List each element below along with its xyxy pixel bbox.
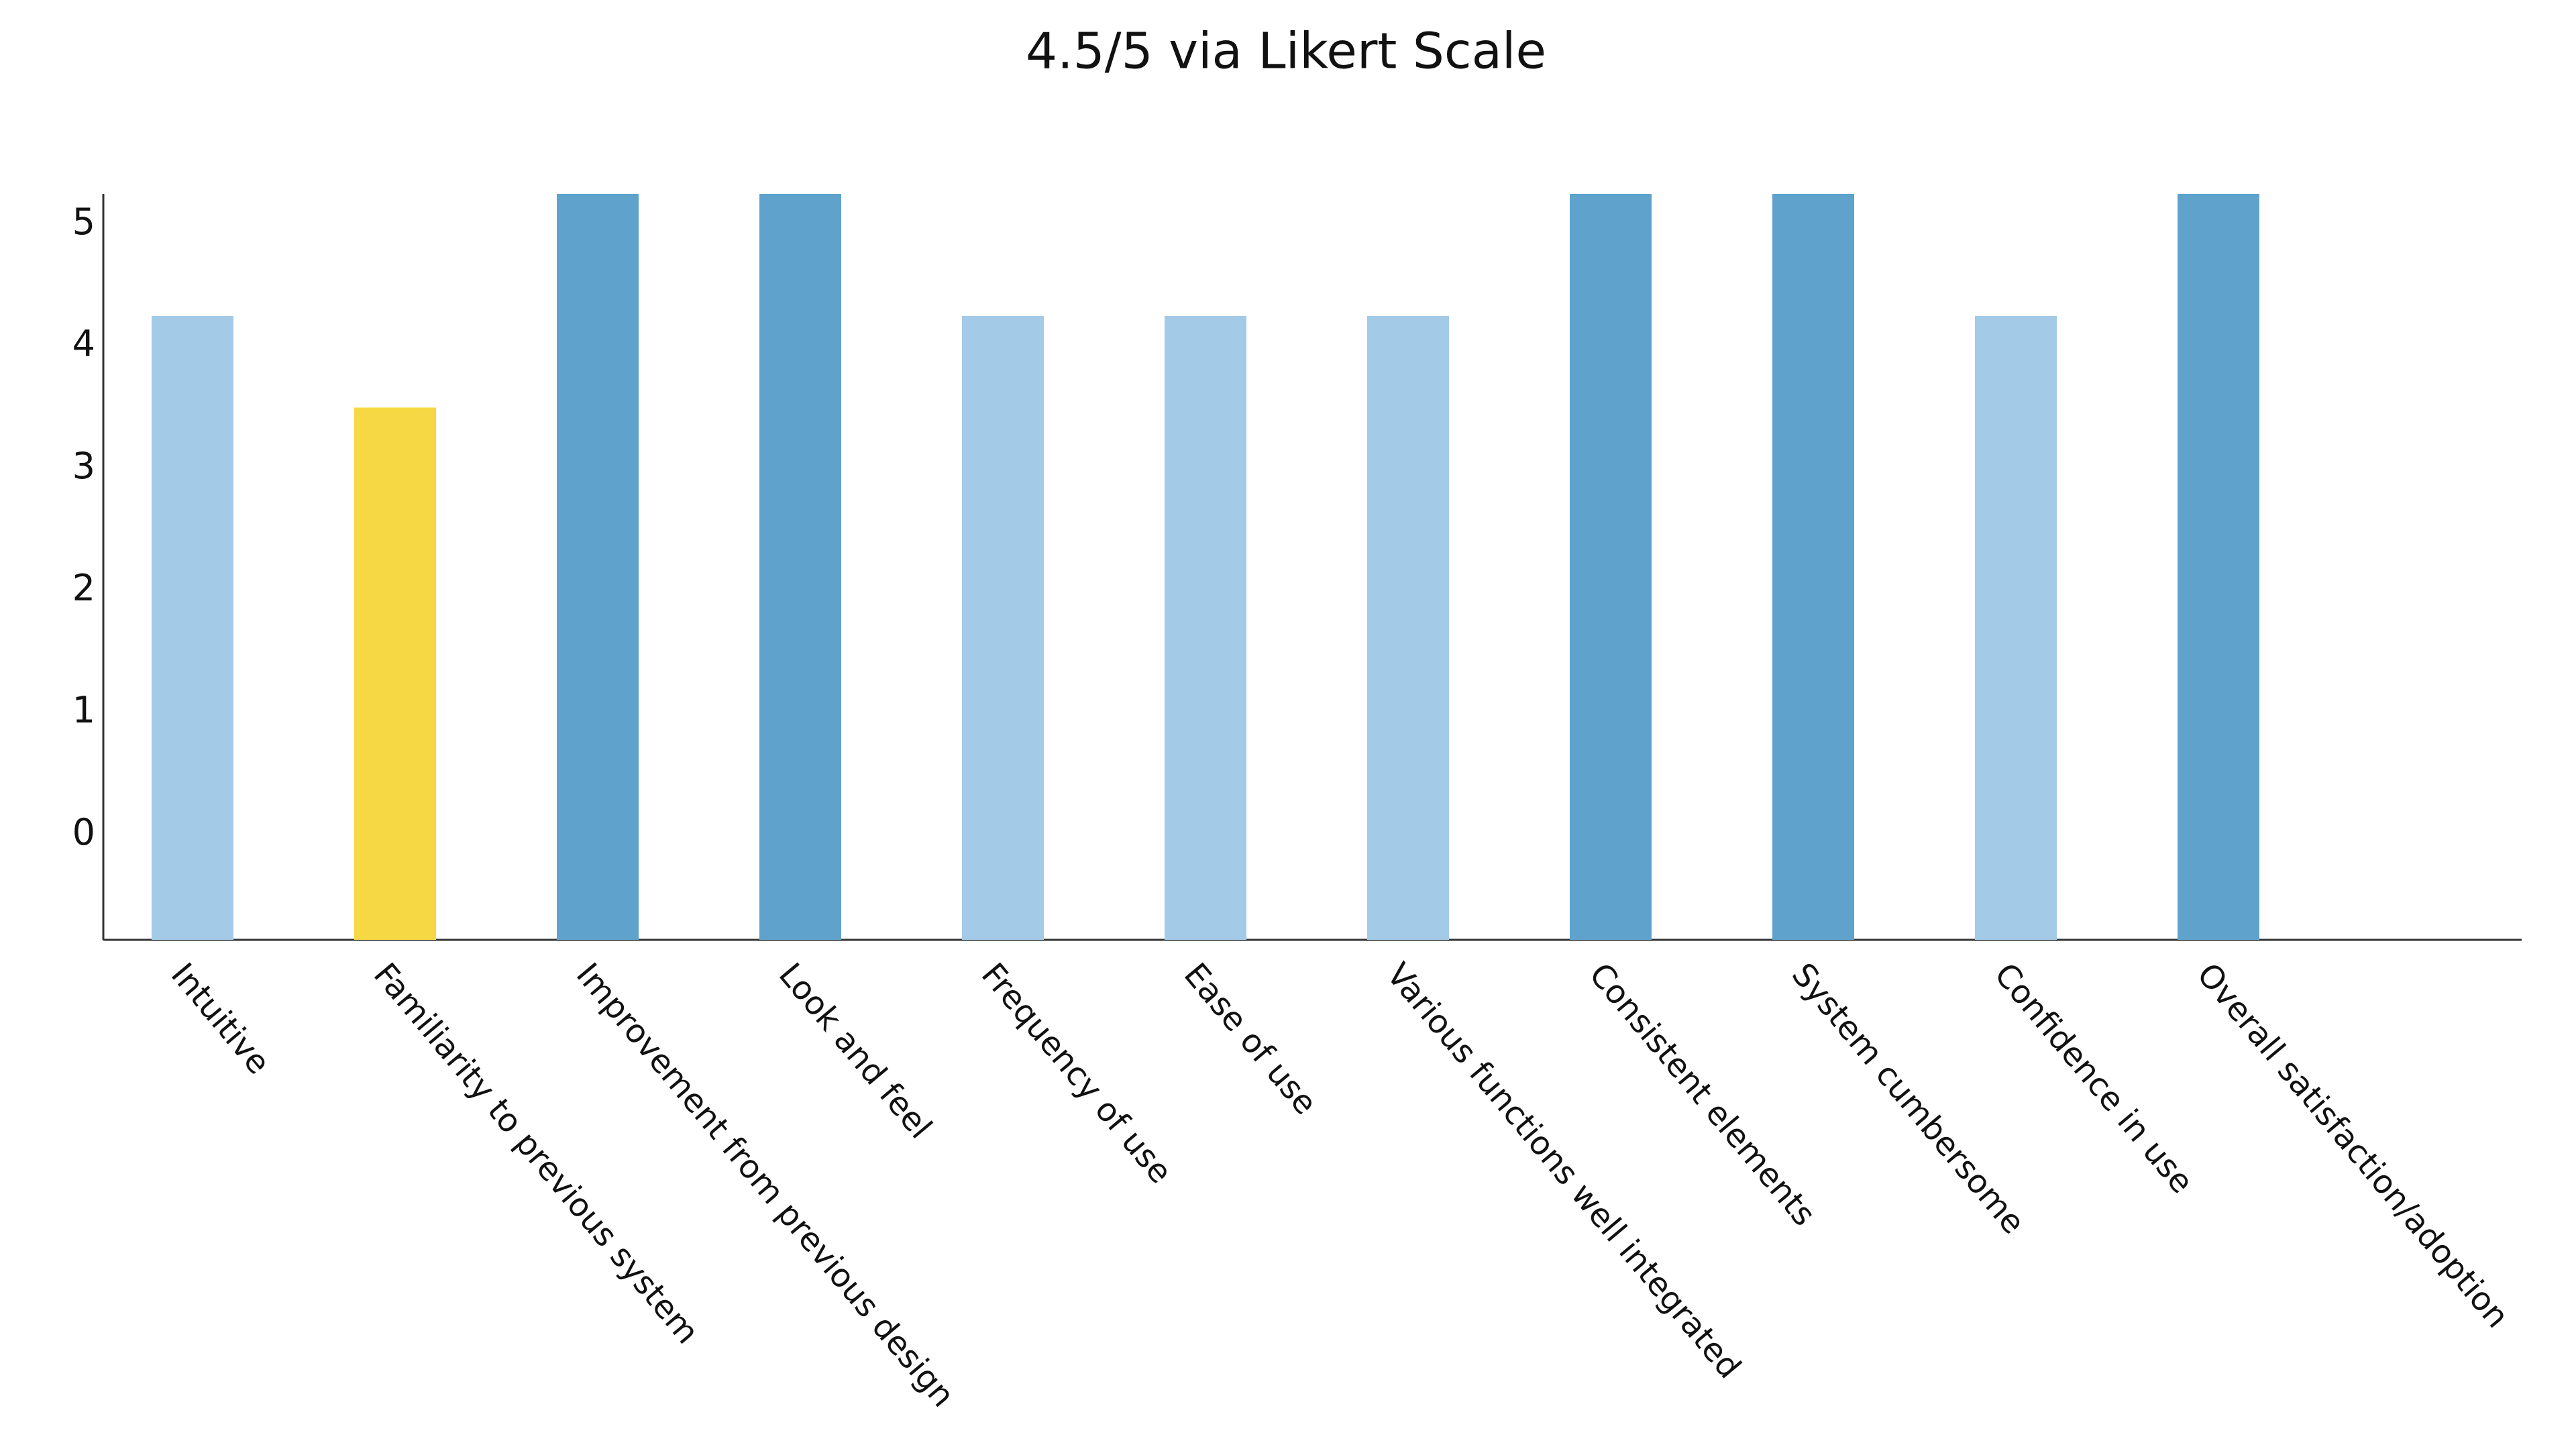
bar xyxy=(1975,315,2057,941)
x-tick-label: Consistent elements xyxy=(1582,956,1823,1233)
x-tick-label: Intuitive xyxy=(164,956,278,1081)
y-tick-label: 0 xyxy=(72,811,95,853)
x-tick-label: Ease of use xyxy=(1177,956,1324,1122)
x-tick-label: Look and feel xyxy=(771,956,939,1146)
y-tick-label: 5 xyxy=(72,201,95,243)
x-tick-label: Overall satisfaction/adoption xyxy=(2190,956,2516,1335)
y-tick-label: 1 xyxy=(72,689,95,731)
x-tick-label: Familiarity to previous system xyxy=(366,956,706,1351)
chart-title: 4.5/5 via Likert Scale xyxy=(1026,23,1546,80)
y-tick-label: 2 xyxy=(72,567,95,609)
bar xyxy=(1772,194,1854,940)
x-tick-label: System cumbersome xyxy=(1784,956,2033,1241)
bar xyxy=(152,315,233,941)
x-tick-label: Improvement from previous design xyxy=(569,956,962,1414)
bar xyxy=(962,315,1044,941)
x-tick-label: Frequency of use xyxy=(974,956,1179,1191)
bar xyxy=(759,194,841,940)
bar xyxy=(557,194,639,940)
x-tick-label: Various functions well integrated xyxy=(1379,956,1748,1386)
y-tick-label: 3 xyxy=(72,445,95,487)
bar xyxy=(1165,315,1246,941)
bar xyxy=(2178,194,2259,940)
bar xyxy=(1367,315,1449,941)
y-tick-label: 4 xyxy=(72,323,95,365)
bar xyxy=(1570,194,1652,940)
x-tick-label: Confidence in use xyxy=(1987,956,2201,1201)
bar xyxy=(354,407,436,940)
